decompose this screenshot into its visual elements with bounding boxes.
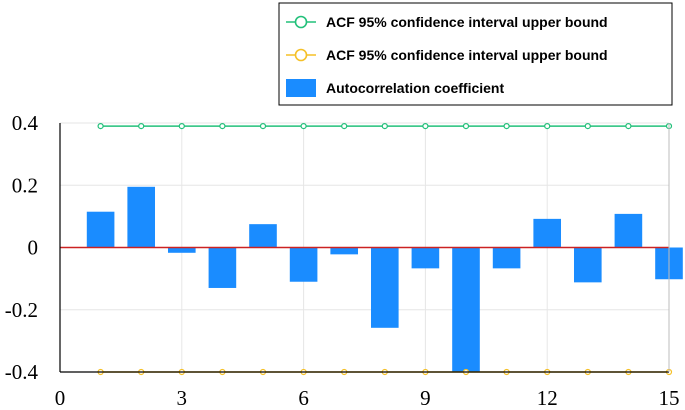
- bar-5: [249, 224, 277, 248]
- confidence-marker-1-8: [381, 123, 388, 130]
- bar-11: [492, 247, 521, 269]
- bar-9: [411, 247, 440, 269]
- bars: [86, 186, 683, 372]
- x-tick-label: 9: [420, 386, 431, 410]
- y-tick-label: 0.2: [12, 173, 38, 197]
- legend-label: ACF 95% confidence interval upper bound: [326, 14, 608, 30]
- tick-labels: 0.4 0.2 0 -0.2 -0.4 0 3 6 9 12 15: [5, 111, 680, 410]
- confidence-marker-1-11: [503, 123, 510, 130]
- x-tick-label: 6: [298, 386, 309, 410]
- bar-10: [452, 247, 480, 372]
- legend-box: [278, 2, 673, 106]
- bar-14: [614, 213, 643, 248]
- bar-12: [533, 218, 562, 248]
- plot-frame: [59, 123, 670, 373]
- confidence-marker-1-9: [422, 123, 429, 130]
- bar-6: [289, 247, 318, 282]
- bar-13: [573, 247, 602, 283]
- x-tick-label: 15: [659, 386, 680, 410]
- x-tick-label: 3: [177, 386, 188, 410]
- legend-label: ACF 95% confidence interval upper bound: [326, 47, 608, 63]
- confidence-marker-1-5: [259, 123, 267, 130]
- confidence-marker-1-6: [300, 123, 307, 130]
- bar-2: [127, 186, 156, 248]
- confidence-marker-1-4: [219, 123, 226, 130]
- legend-marker-swatch: [294, 48, 308, 62]
- legend: ACF 95% confidence interval upper bound A…: [278, 2, 673, 106]
- confidence-marker-1-2: [138, 123, 145, 130]
- bar-4: [208, 247, 237, 288]
- legend-label: Autocorrelation coefficient: [326, 80, 504, 96]
- confidence-marker-1-1: [97, 123, 104, 130]
- confidence-marker-1-12: [544, 123, 551, 130]
- bar-7: [330, 247, 359, 255]
- confidence-marker-1-3: [178, 123, 185, 130]
- confidence-marker-1-14: [625, 123, 632, 130]
- y-tick-label: -0.2: [5, 298, 38, 322]
- y-tick-label: 0: [28, 236, 39, 260]
- x-tick-label: 0: [55, 386, 66, 410]
- legend-marker-swatch: [294, 15, 308, 29]
- bar-1: [86, 211, 115, 248]
- confidence-marker-1-7: [341, 123, 348, 130]
- x-tick-label: 12: [537, 386, 558, 410]
- y-tick-label: 0.4: [12, 111, 39, 135]
- legend-bar-swatch: [286, 79, 316, 97]
- y-tick-label: -0.4: [5, 360, 39, 384]
- bar-3: [167, 247, 196, 253]
- confidence-marker-1-10: [462, 123, 470, 130]
- bar-8: [370, 247, 399, 328]
- confidence-marker-1-13: [584, 123, 591, 130]
